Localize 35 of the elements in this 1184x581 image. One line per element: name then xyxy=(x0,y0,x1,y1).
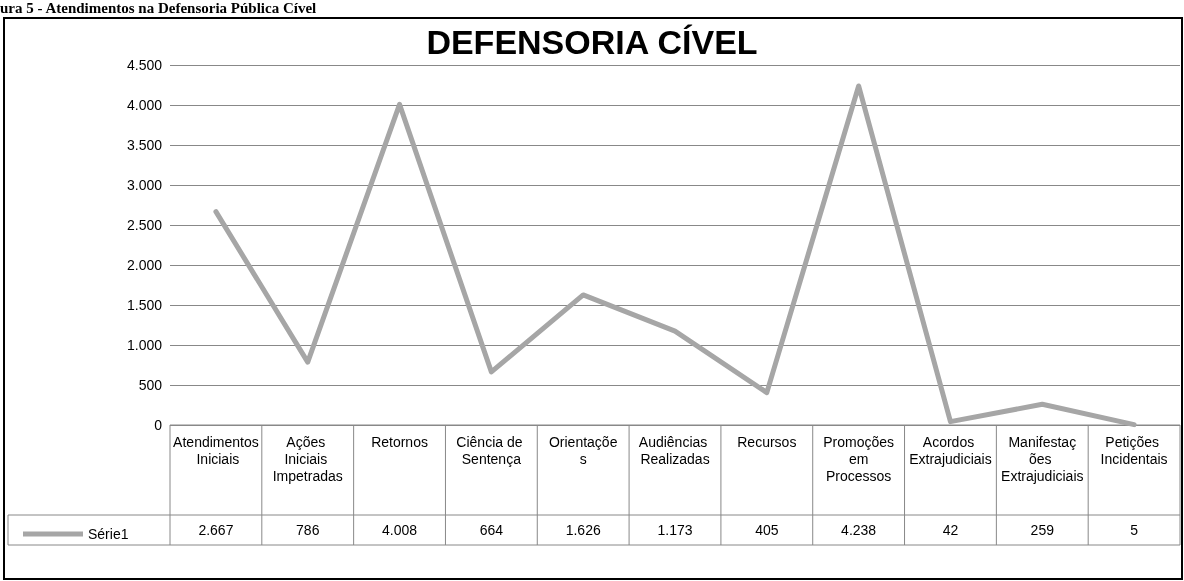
y-tick-label: 2.500 xyxy=(126,217,163,233)
x-tick-label: Retornos xyxy=(371,433,428,450)
data-label: 259 xyxy=(1030,522,1055,538)
data-label: 664 xyxy=(479,522,504,538)
y-tick-label: 4.500 xyxy=(126,57,163,73)
data-label: 4.008 xyxy=(382,522,418,538)
data-label: 2.667 xyxy=(198,522,234,538)
y-tick-label: 1.500 xyxy=(126,297,163,313)
y-tick-label: 4.000 xyxy=(126,97,163,113)
data-label: 1.626 xyxy=(565,522,601,538)
x-tick-label: Ciência de Sentença xyxy=(456,433,527,467)
x-tick-label: Ações Iniciais Impetradas xyxy=(272,433,343,484)
data-label: 5 xyxy=(1130,522,1139,538)
x-tick-label: Recursos xyxy=(737,433,797,450)
data-label: 1.173 xyxy=(657,522,693,538)
y-tick-label: 500 xyxy=(138,377,163,393)
x-tick-label: Promoções em Processos xyxy=(823,433,895,484)
data-label: 4.238 xyxy=(841,522,877,538)
x-tick-label: Atendimentos Iniciais xyxy=(173,433,259,467)
x-tick-label: Orientações xyxy=(548,433,618,467)
x-tick-label: Petições Incidentais xyxy=(1100,433,1168,467)
y-tick-label: 3.500 xyxy=(126,137,163,153)
x-tick-label: Acordos Extrajudiciais xyxy=(909,433,992,467)
y-tick-label: 2.000 xyxy=(126,257,163,273)
chart-title: DEFENSORIA CÍVEL xyxy=(426,23,758,61)
data-label: 42 xyxy=(942,522,959,538)
data-label: 405 xyxy=(755,522,779,538)
y-tick-label: 1.000 xyxy=(126,337,163,353)
text: ura 5 - Atendimentos na Defensoria Pública Cível xyxy=(0,0,317,16)
data-label: 786 xyxy=(296,522,320,538)
legend-label: Série1 xyxy=(88,526,129,542)
y-tick-label: 0 xyxy=(154,417,163,433)
x-tick-label: Audiências Realizadas xyxy=(638,433,712,467)
y-tick-label: 3.000 xyxy=(126,177,163,193)
x-tick-label: Manifestações Extrajudiciais xyxy=(1001,433,1084,484)
